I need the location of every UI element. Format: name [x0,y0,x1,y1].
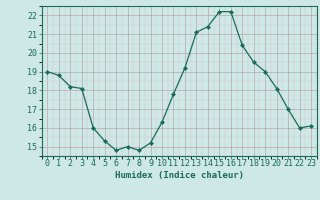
X-axis label: Humidex (Indice chaleur): Humidex (Indice chaleur) [115,171,244,180]
